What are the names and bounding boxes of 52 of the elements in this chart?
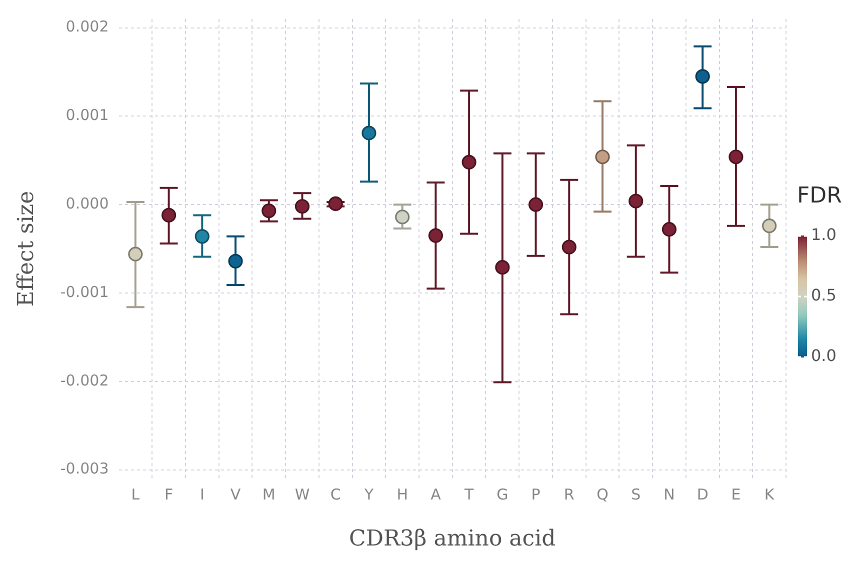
point [294, 199, 310, 214]
x-tick-label: S [631, 485, 641, 504]
point [328, 196, 343, 212]
x-tick-label: W [294, 485, 310, 504]
x-tick-label: M [262, 485, 276, 504]
point [562, 240, 576, 254]
point [595, 150, 610, 164]
point [262, 203, 276, 218]
x-tick-label: D [696, 485, 708, 504]
x-tick-label: Q [596, 485, 608, 504]
x-tick-label: L [131, 485, 140, 504]
point [362, 126, 376, 140]
x-tick-label: Y [363, 485, 374, 504]
point [728, 150, 744, 164]
y-tick-label: -0.001 [60, 282, 109, 301]
point [162, 208, 176, 223]
point [395, 210, 410, 224]
y-tick-label: -0.002 [60, 371, 109, 390]
color-bar-label: 1.0 [811, 225, 836, 244]
point [628, 194, 644, 208]
x-axis-title: CDR3β amino acid [349, 526, 556, 552]
point [462, 154, 476, 170]
color-bar-title: FDR [797, 184, 842, 209]
x-tick-label: A [430, 485, 442, 504]
x-tick-label: P [531, 485, 540, 504]
x-tick-label: R [564, 485, 574, 504]
x-tick-label: V [230, 485, 242, 504]
x-tick-label: T [463, 485, 474, 504]
y-axis-title: Effect size [14, 190, 39, 307]
point [228, 254, 243, 268]
x-tick-label: C [330, 485, 341, 504]
x-tick-label: H [396, 485, 408, 504]
point [762, 218, 777, 234]
point [128, 246, 143, 262]
point [528, 197, 544, 212]
x-tick-label: E [731, 485, 741, 504]
point [495, 260, 510, 275]
point [695, 69, 710, 84]
x-tick-label: G [496, 485, 508, 504]
y-tick-label: -0.003 [60, 460, 109, 478]
x-tick-label: K [764, 485, 776, 504]
y-tick-label: 0.002 [66, 18, 109, 36]
y-tick-label: 0.000 [66, 194, 109, 212]
x-tick-label: N [664, 485, 675, 504]
x-tick-label: F [164, 485, 174, 504]
color-bar-label: 0.5 [811, 286, 836, 305]
point [662, 222, 677, 237]
point [428, 228, 443, 243]
color-bar-label: 0.0 [811, 346, 836, 366]
y-tick-label: 0.001 [66, 106, 109, 124]
x-tick-label: I [200, 485, 204, 504]
point [194, 229, 210, 244]
